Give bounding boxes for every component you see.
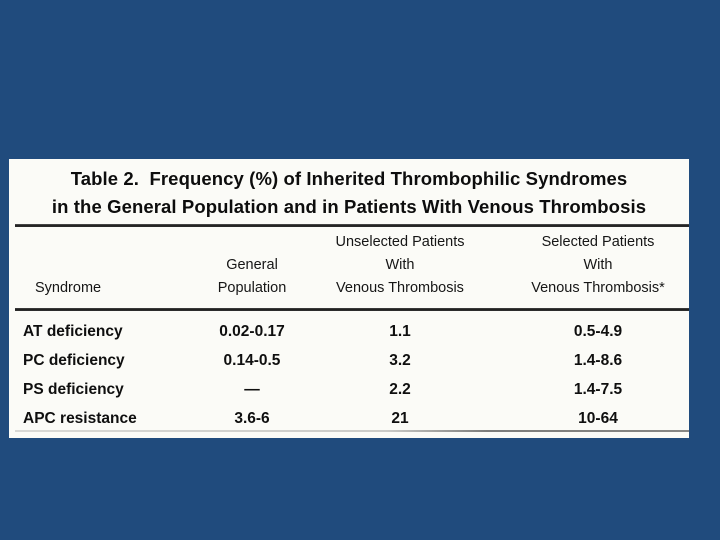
table-top-rule — [15, 224, 689, 227]
table-header-rule — [15, 308, 689, 311]
column-header-syndrome: Syndrome — [35, 231, 155, 300]
header-line: Population — [217, 280, 287, 296]
cell-general-population: — — [244, 381, 260, 398]
table-title: Table 2. Frequency (%) of Inherited Thro… — [9, 165, 689, 221]
cell-unselected-patients: 3.2 — [389, 352, 411, 369]
scanned-table-panel: Table 2. Frequency (%) of Inherited Thro… — [9, 159, 689, 438]
column-header-unselected-patients: Unselected Patients With Venous Thrombos… — [297, 231, 503, 300]
cell-syndrome: APC resistance — [23, 410, 137, 427]
cell-general-population: 0.02-0.17 — [219, 323, 285, 340]
cell-syndrome: PC deficiency — [23, 352, 125, 369]
table-header-row: Syndrome General Population Unselected P… — [9, 231, 689, 300]
header-line: Venous Thrombosis — [336, 280, 464, 296]
header-line: With — [583, 257, 613, 273]
table-bottom-rule — [15, 430, 689, 432]
table-title-line1: Table 2. Frequency (%) of Inherited Thro… — [70, 168, 628, 189]
table-body: AT deficiency 0.02-0.17 1.1 0.5-4.9 PC d… — [9, 317, 689, 433]
header-line: Unselected Patients — [335, 234, 465, 250]
cell-selected-patients: 0.5-4.9 — [573, 323, 623, 340]
table-row: PC deficiency 0.14-0.5 3.2 1.4-8.6 — [9, 346, 689, 375]
cell-selected-patients: 1.4-8.6 — [573, 352, 623, 369]
table-row: APC resistance 3.6-6 21 10-64 — [9, 404, 689, 433]
header-line: Syndrome — [35, 280, 102, 296]
header-line: With — [385, 257, 415, 273]
header-line: General — [226, 257, 278, 273]
cell-unselected-patients: 21 — [391, 410, 409, 427]
cell-selected-patients: 10-64 — [578, 410, 618, 427]
cell-general-population: 0.14-0.5 — [223, 352, 281, 369]
column-header-selected-patients: Selected Patients With Venous Thrombosis… — [489, 231, 707, 300]
table-title-line2: in the General Population and in Patient… — [51, 196, 647, 217]
header-line: Venous Thrombosis* — [531, 280, 665, 296]
column-header-general-population: General Population — [189, 231, 315, 300]
cell-syndrome: PS deficiency — [23, 381, 124, 398]
table-row: PS deficiency — 2.2 1.4-7.5 — [9, 375, 689, 404]
cell-unselected-patients: 1.1 — [389, 323, 411, 340]
cell-syndrome: AT deficiency — [23, 323, 123, 340]
cell-general-population: 3.6-6 — [234, 410, 270, 427]
cell-selected-patients: 1.4-7.5 — [573, 381, 623, 398]
header-line: Selected Patients — [541, 234, 655, 250]
cell-unselected-patients: 2.2 — [389, 381, 411, 398]
table-row: AT deficiency 0.02-0.17 1.1 0.5-4.9 — [9, 317, 689, 346]
